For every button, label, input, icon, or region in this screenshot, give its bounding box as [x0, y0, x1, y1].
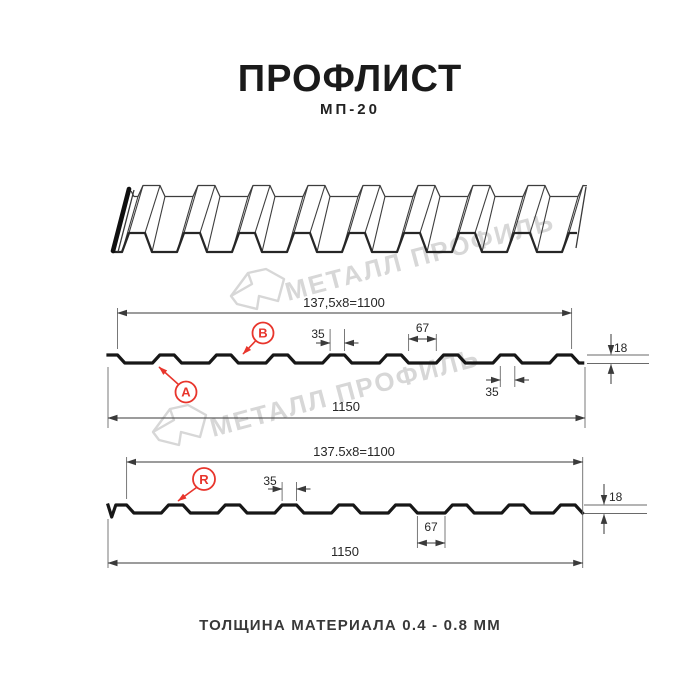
sheet-3d-fold-line: [316, 196, 331, 253]
sheet-3d-fold-line: [426, 196, 441, 253]
sheet-3d-fold-line: [348, 185, 364, 234]
sheet-3d-view: [110, 184, 588, 254]
label-a: A: [158, 366, 198, 404]
cs1-dim-total: 1150: [107, 367, 586, 428]
cs2-dim-total: 1150: [107, 519, 584, 568]
cs1-valley-value: 67: [416, 321, 430, 335]
label-a-circle: [174, 380, 198, 404]
sheet-3d-fold-line: [481, 196, 496, 253]
cs2-dim-pitch: 137.5x8=1100: [126, 444, 584, 568]
profile-model-subtitle: МП-20: [320, 101, 380, 118]
cross-section-1: 137,5x8=1100 35 67: [106, 295, 649, 428]
cs2-dim-height: 18: [584, 484, 647, 534]
cs1-rib-top-lower-value: 35: [485, 385, 499, 399]
label-r-text: R: [199, 472, 209, 487]
label-b: B: [242, 321, 275, 355]
sheet-3d-fold-line: [293, 185, 309, 234]
cs2-dim-valley: 67: [416, 516, 446, 548]
label-b-text: B: [258, 326, 267, 341]
sheet-3d-fold-line: [199, 185, 216, 234]
page-title: ПРОФЛИСТ: [237, 58, 463, 100]
label-r: R: [177, 467, 216, 502]
cs2-pitch-value: 137.5x8=1100: [313, 444, 395, 459]
sheet-3d-fold-line: [458, 185, 474, 234]
cs2-dim-rib-top: 35: [263, 474, 311, 501]
sheet-3d-fold-line: [403, 185, 419, 234]
sheet-3d-fold-line: [254, 185, 271, 234]
cs2-total-value: 1150: [331, 544, 359, 559]
cs1-height-value: 18: [614, 341, 628, 355]
sheet-3d-fold-line: [529, 185, 546, 234]
sheet-3d-fold-line: [183, 185, 199, 234]
sheet-3d-back-edge: [130, 184, 588, 198]
watermark-logo-1: [229, 267, 286, 311]
watermark-logo-2: [151, 403, 208, 447]
cs1-total-value: 1150: [332, 399, 360, 414]
sheet-3d-fold-line: [128, 185, 144, 234]
cs1-dim-rib-top: 35: [311, 327, 359, 351]
sheet-3d-fold-line: [474, 185, 491, 234]
cs2-height-value: 18: [609, 490, 623, 504]
cs1-pitch-value: 137,5x8=1100: [303, 295, 385, 310]
sheet-3d-fold-line: [261, 196, 276, 253]
sheet-3d-fold-line: [536, 196, 551, 253]
cs1-dim-valley: 67: [408, 321, 437, 351]
sheet-3d-front-edge: [113, 231, 577, 254]
sheet-3d-cut-edge: [110, 186, 132, 254]
cs2-rib-top-value: 35: [263, 474, 277, 488]
sheet-3d-fold-line: [371, 196, 386, 253]
sheet-3d-fold-line: [364, 185, 381, 234]
sheet-3d-fold-line: [513, 185, 529, 234]
cross-section-2: 137.5x8=1100 35 67: [105, 444, 647, 568]
cs1-dim-pitch: 137,5x8=1100: [117, 295, 573, 349]
sheet-3d-cut-edge-inner: [117, 189, 135, 253]
cs1-rib-top-value: 35: [311, 327, 325, 341]
cross-section-2-profile: [105, 502, 585, 519]
cs2-valley-value: 67: [424, 520, 438, 534]
sheet-3d-fold-line: [419, 185, 436, 234]
sheet-3d-fold-line: [309, 185, 326, 234]
cs1-dim-rib-top-lower: 35: [485, 366, 529, 399]
label-a-text: A: [181, 385, 191, 400]
sheet-3d-fold-line: [206, 196, 221, 253]
sheet-3d-fold-line: [144, 185, 161, 234]
cs1-dim-height: 18: [587, 334, 649, 384]
sheet-3d-fold-line: [238, 185, 254, 234]
material-thickness-caption: ТОЛЩИНА МАТЕРИАЛА 0.4 - 0.8 ММ: [199, 617, 501, 634]
label-b-circle: [251, 321, 275, 345]
sheet-3d-fold-line: [151, 196, 166, 253]
label-r-circle: [192, 467, 216, 491]
sheet-3d-fold-line: [568, 185, 584, 234]
cross-section-1-profile: [106, 353, 585, 365]
sheet-3d-right-edge: [575, 186, 587, 249]
